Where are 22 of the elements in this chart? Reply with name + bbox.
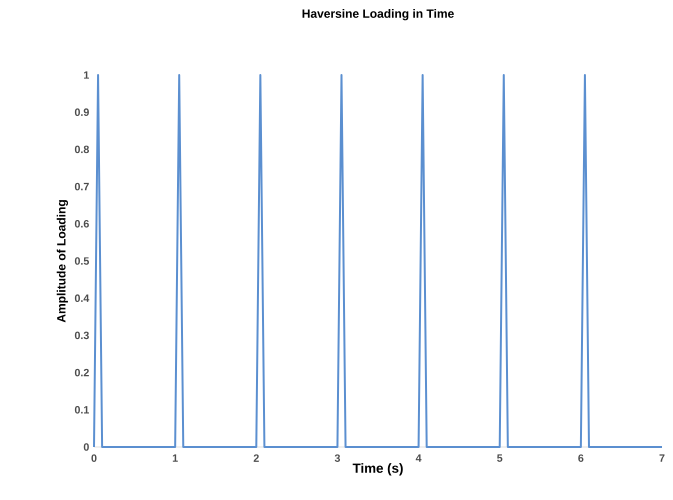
x-tick-label: 3 — [334, 454, 340, 462]
x-tick-label: 2 — [254, 454, 259, 462]
y-tick-label: 0.1 — [74, 406, 89, 414]
y-tick-label: 0.5 — [74, 257, 89, 265]
x-tick-label: 7 — [660, 454, 664, 462]
x-tick-label: 4 — [416, 454, 422, 462]
x-tick-label: 5 — [497, 454, 502, 462]
y-tick-label: 0.7 — [74, 182, 89, 190]
y-tick-label: 0.8 — [74, 146, 89, 154]
y-tick-label: 0.2 — [74, 368, 89, 376]
x-tick-label: 1 — [172, 454, 178, 462]
y-tick-label: 1 — [84, 71, 89, 79]
x-tick-label: 0 — [91, 454, 97, 462]
x-axis-title: Time (s) — [352, 463, 403, 476]
y-tick-label: 0.4 — [74, 294, 90, 302]
y-tick-label: 0.9 — [74, 108, 89, 116]
x-tick-label: 6 — [578, 454, 584, 462]
chart-title: Haversine Loading in Time — [302, 9, 454, 20]
y-tick-label: 0.6 — [74, 220, 89, 228]
y-tick-label: 0.3 — [74, 332, 89, 340]
y-axis-title: Amplitude of Loading — [56, 200, 68, 322]
y-tick-label: 0 — [84, 443, 89, 451]
